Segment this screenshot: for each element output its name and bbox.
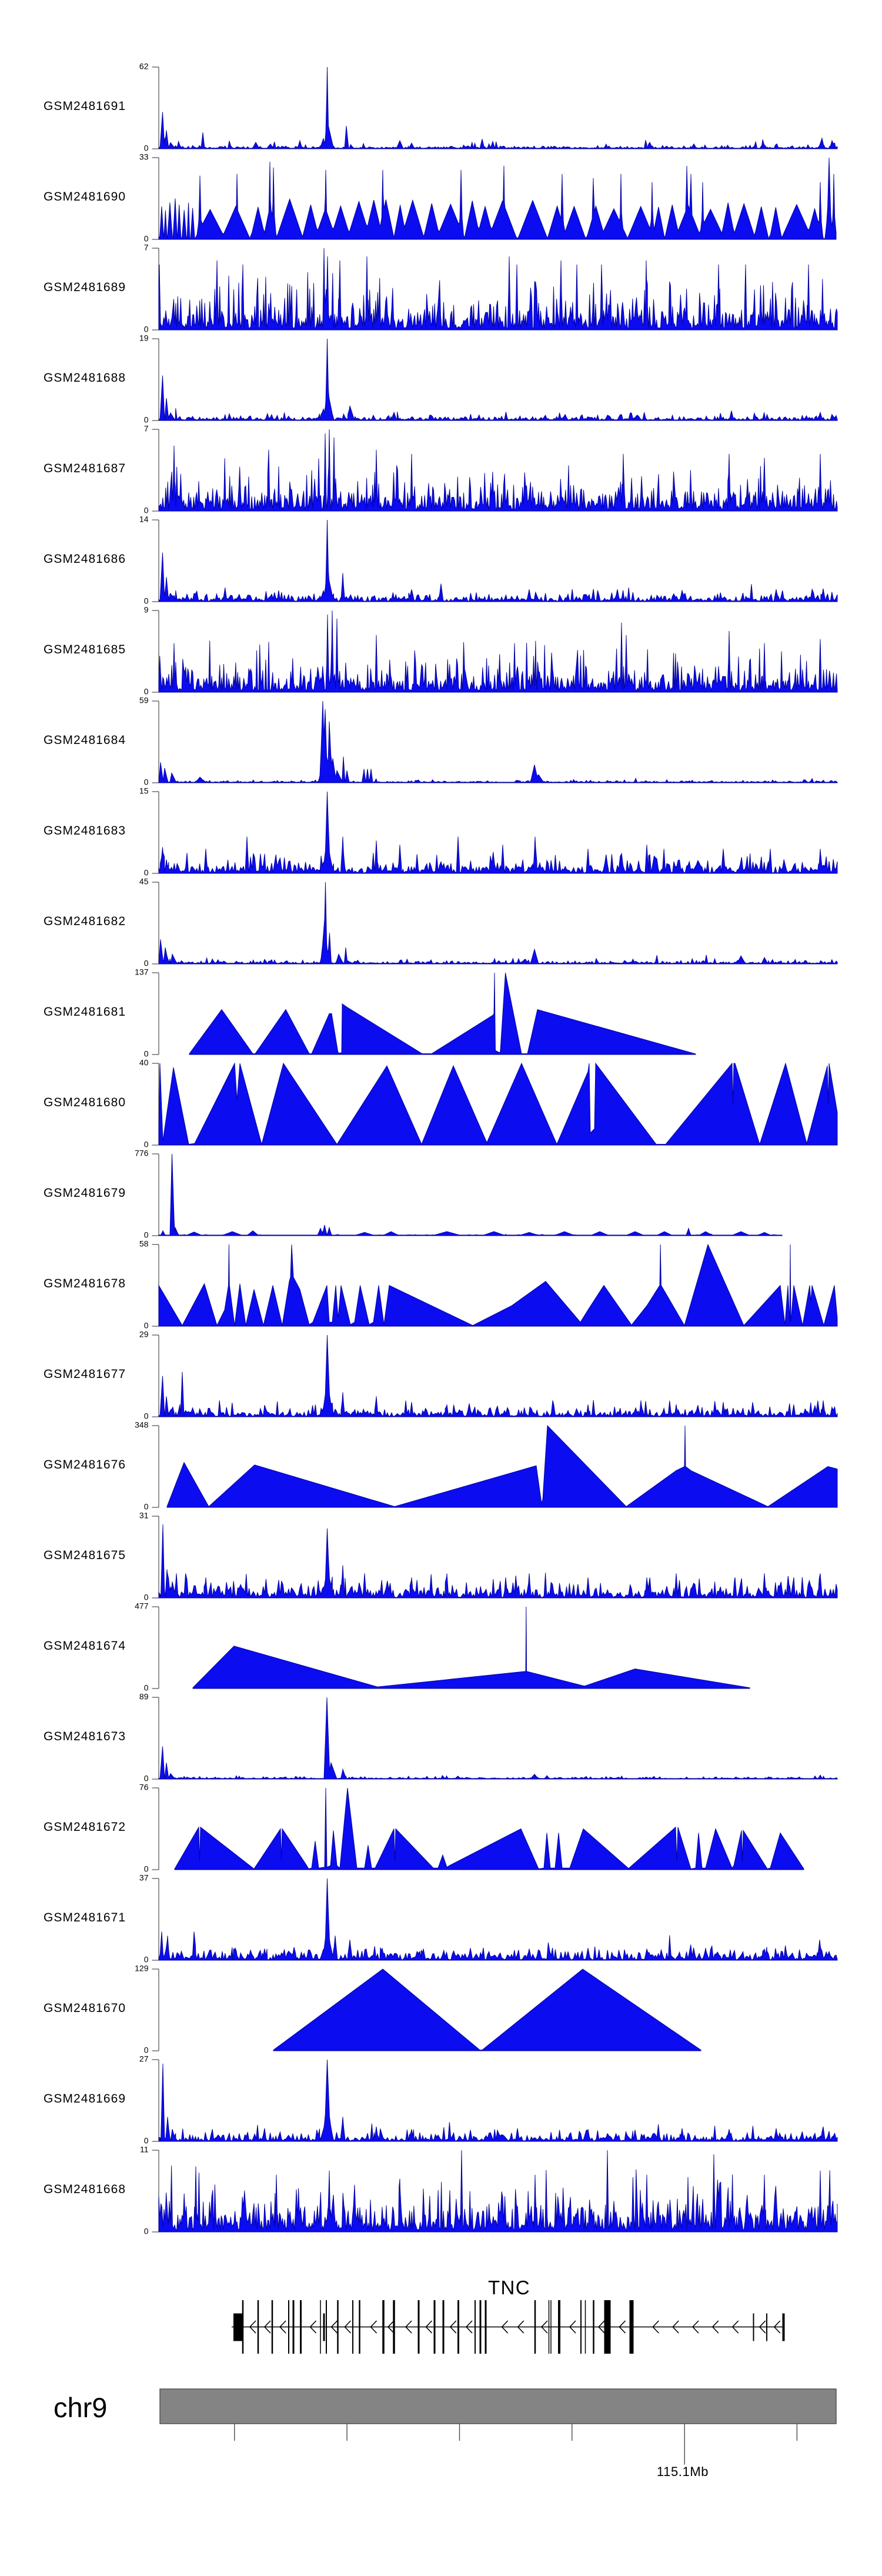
svg-text:chr9: chr9 <box>54 2392 107 2423</box>
svg-text:0: 0 <box>144 1864 149 1874</box>
svg-text:GSM2481689: GSM2481689 <box>44 281 126 294</box>
svg-text:GSM2481668: GSM2481668 <box>44 2183 126 2196</box>
svg-text:0: 0 <box>144 778 149 787</box>
svg-text:0: 0 <box>144 1412 149 1421</box>
svg-text:GSM2481683: GSM2481683 <box>44 824 126 837</box>
svg-text:GSM2481674: GSM2481674 <box>44 1639 126 1653</box>
svg-text:TNC: TNC <box>488 2277 530 2298</box>
svg-text:GSM2481681: GSM2481681 <box>44 1005 126 1019</box>
svg-text:33: 33 <box>139 152 149 162</box>
svg-text:0: 0 <box>144 687 149 696</box>
svg-text:GSM2481676: GSM2481676 <box>44 1458 126 1471</box>
svg-text:45: 45 <box>139 877 149 886</box>
svg-text:137: 137 <box>135 967 149 977</box>
svg-text:GSM2481691: GSM2481691 <box>44 99 126 113</box>
svg-text:GSM2481672: GSM2481672 <box>44 1820 126 1834</box>
svg-text:GSM2481690: GSM2481690 <box>44 190 126 203</box>
svg-text:11: 11 <box>140 2145 149 2154</box>
svg-text:GSM2481686: GSM2481686 <box>44 552 126 566</box>
svg-text:477: 477 <box>135 1601 149 1611</box>
svg-text:115.1Mb: 115.1Mb <box>657 2464 709 2479</box>
svg-text:GSM2481673: GSM2481673 <box>44 1730 126 1743</box>
svg-text:GSM2481678: GSM2481678 <box>44 1277 126 1290</box>
svg-text:GSM2481684: GSM2481684 <box>44 733 126 747</box>
svg-text:776: 776 <box>135 1149 149 1158</box>
svg-text:0: 0 <box>144 325 149 334</box>
svg-text:0: 0 <box>144 2136 149 2145</box>
svg-text:0: 0 <box>144 868 149 877</box>
svg-text:0: 0 <box>144 596 149 606</box>
svg-text:9: 9 <box>144 605 149 615</box>
svg-text:0: 0 <box>144 2227 149 2236</box>
svg-text:GSM2481679: GSM2481679 <box>44 1186 126 1200</box>
svg-text:GSM2481688: GSM2481688 <box>44 371 126 385</box>
svg-text:29: 29 <box>139 1330 149 1339</box>
svg-text:0: 0 <box>144 1593 149 1602</box>
svg-text:0: 0 <box>144 2046 149 2055</box>
svg-text:0: 0 <box>144 1140 149 1149</box>
svg-text:0: 0 <box>144 959 149 968</box>
svg-text:GSM2481680: GSM2481680 <box>44 1096 126 1109</box>
svg-text:GSM2481675: GSM2481675 <box>44 1549 126 1562</box>
svg-text:0: 0 <box>144 1321 149 1330</box>
svg-text:GSM2481685: GSM2481685 <box>44 643 126 656</box>
svg-text:0: 0 <box>144 1230 149 1240</box>
svg-text:0: 0 <box>144 415 149 425</box>
svg-text:62: 62 <box>139 62 149 71</box>
svg-text:GSM2481677: GSM2481677 <box>44 1367 126 1381</box>
svg-text:0: 0 <box>144 1774 149 1783</box>
svg-text:7: 7 <box>144 424 149 433</box>
svg-text:15: 15 <box>139 786 149 796</box>
svg-text:0: 0 <box>144 506 149 515</box>
svg-text:27: 27 <box>139 2054 149 2064</box>
svg-text:37: 37 <box>139 1873 149 1883</box>
svg-text:31: 31 <box>139 1511 149 1520</box>
svg-text:0: 0 <box>144 1502 149 1511</box>
svg-text:129: 129 <box>135 1964 149 1973</box>
svg-text:59: 59 <box>139 696 149 705</box>
svg-text:0: 0 <box>144 144 149 153</box>
svg-text:76: 76 <box>139 1783 149 1792</box>
svg-text:0: 0 <box>144 234 149 243</box>
svg-text:19: 19 <box>139 333 149 343</box>
svg-text:GSM2481671: GSM2481671 <box>44 1911 126 1924</box>
svg-text:GSM2481687: GSM2481687 <box>44 462 126 475</box>
svg-text:348: 348 <box>135 1420 149 1430</box>
svg-text:GSM2481669: GSM2481669 <box>44 2092 126 2105</box>
svg-text:7: 7 <box>144 243 149 252</box>
svg-text:0: 0 <box>144 1683 149 1693</box>
svg-text:GSM2481670: GSM2481670 <box>44 2001 126 2015</box>
svg-text:0: 0 <box>144 1049 149 1059</box>
svg-text:14: 14 <box>139 515 149 524</box>
svg-text:89: 89 <box>139 1692 149 1701</box>
svg-text:58: 58 <box>139 1239 149 1249</box>
svg-text:0: 0 <box>144 1955 149 1964</box>
svg-text:40: 40 <box>139 1058 149 1067</box>
svg-text:GSM2481682: GSM2481682 <box>44 915 126 928</box>
